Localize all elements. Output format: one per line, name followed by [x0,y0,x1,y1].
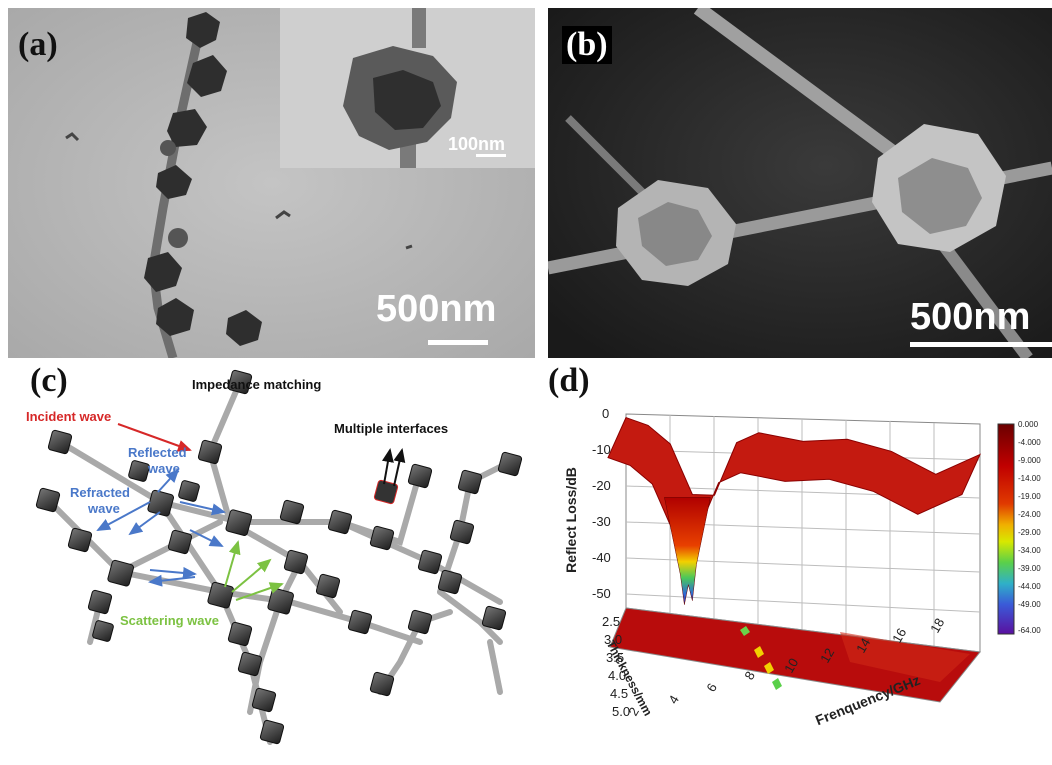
cbar-tick-7: -34.00 [1018,546,1041,555]
reflected-wave-label-2: wave [148,461,180,476]
incident-arrow [117,423,192,452]
tem-micrograph [8,8,535,358]
cbar-tick-10: -49.00 [1018,600,1041,609]
scattering-wave-label: Scattering wave [120,613,219,628]
multiple-interfaces-label: Multiple interfaces [334,421,449,436]
z-tick-1: -10 [592,442,611,457]
network-diagram [35,369,523,745]
cbar-tick-5: -24.00 [1018,510,1041,519]
z-tick-5: -50 [592,586,611,601]
inset-scale-bar [476,154,506,157]
cbar-tick-4: -19.00 [1018,492,1041,501]
panel-d-label: (d) [548,362,590,399]
cbar-tick-0: 0.000 [1018,420,1039,429]
cbar-tick-6: -29.00 [1018,528,1041,537]
floor-minimum-spots [740,626,782,690]
z-tick-0: 0 [602,406,610,421]
cbar-tick-11: -64.00 [1018,626,1041,635]
nanocube-nodes [35,369,523,745]
refracted-wave-label-1: Refracted [70,485,130,500]
reflected-refracted-arrows [96,468,226,587]
sem-scale-label: 500nm [910,296,1031,338]
z-axis-title: Reflect Loss/dB [562,467,579,573]
panel-d-3d-chart: (d) 0 -10 -20 -30 -40 -50 Reflect Loss/d… [540,362,1052,765]
y-tick-4: 4.5 [610,686,629,701]
cbar-tick-8: -39.00 [1018,564,1041,573]
cbar-tick-3: -14.00 [1018,474,1041,483]
tem-inset [280,8,535,168]
panel-b-label: (b) [562,26,612,64]
interface-arrows [382,448,406,487]
reflected-wave-label-1: Reflected [128,445,187,460]
panel-b-sem-image: 500nm (b) [548,8,1052,358]
impedance-matching-label: Impedance matching [192,377,322,392]
y-tick-1: 3.0 [604,632,623,647]
y-tick-3: 4.0 [608,668,627,683]
y-tick-5: 5.0 [612,704,631,719]
main-scale-bar [428,340,488,345]
inset-scale-label: 100nm [448,134,506,154]
colorbar [997,423,1015,635]
y-tick-0: 2.5 [602,614,621,629]
z-tick-4: -40 [592,550,611,565]
panel-c-schematic: (c) Impedance matching Incident wave Ref… [0,362,540,765]
rl-minimum-dip [664,497,711,605]
sem-micrograph [548,8,1052,358]
panel-a-tem-image: 100nm 500nm (a) [8,8,535,358]
z-tick-3: -30 [592,514,611,529]
sem-scale-bar [910,342,1052,347]
incident-wave-label: Incident wave [26,409,112,424]
cbar-tick-1: -4.000 [1018,438,1041,447]
z-tick-2: -20 [592,478,611,493]
main-scale-label: 500nm [376,288,497,330]
cbar-tick-2: -9.000 [1018,456,1041,465]
cbar-tick-9: -44.00 [1018,582,1041,591]
refracted-wave-label-2: wave [88,501,120,516]
reflect-loss-surface [607,413,1015,703]
panel-c-label: (c) [30,362,68,399]
panel-a-label: (a) [18,26,58,63]
scattering-arrows [224,540,284,601]
y-tick-2: 3.5 [606,650,625,665]
